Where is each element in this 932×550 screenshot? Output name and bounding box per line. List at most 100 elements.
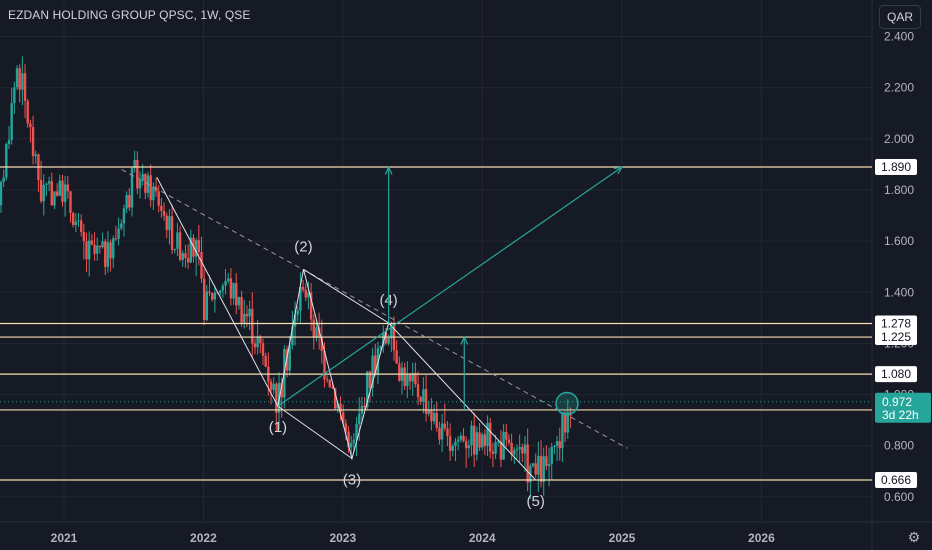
candle-body <box>323 351 326 380</box>
candle-body <box>344 423 348 432</box>
current-price-tag <box>875 392 931 423</box>
candle <box>269 378 273 405</box>
candle-body <box>483 434 487 446</box>
candle-body <box>90 240 94 245</box>
candle <box>363 397 366 410</box>
wave-label: (3) <box>343 472 361 489</box>
candle <box>526 428 529 492</box>
candle-body <box>478 432 481 448</box>
candle <box>454 437 457 462</box>
candle <box>451 443 455 457</box>
candle-body <box>547 464 551 467</box>
candle <box>194 237 198 277</box>
candle-body <box>136 159 139 189</box>
candle-body <box>497 441 500 443</box>
candle <box>419 396 422 405</box>
projection-arrow <box>277 167 622 407</box>
candle-body <box>467 445 471 449</box>
candle-body <box>224 280 227 286</box>
candle-body <box>189 237 193 263</box>
candle-body <box>371 355 374 388</box>
candle <box>37 153 40 192</box>
candle-body <box>462 435 465 442</box>
candle <box>448 423 452 461</box>
candle <box>21 56 24 106</box>
candle <box>45 182 48 196</box>
candle-body <box>430 410 433 422</box>
candle <box>232 282 235 305</box>
candle-body <box>7 140 11 145</box>
candle <box>513 447 516 465</box>
candle-body <box>213 292 217 300</box>
gear-icon[interactable]: ⚙ <box>907 529 921 545</box>
candle <box>98 245 102 254</box>
candle <box>160 198 163 218</box>
candle-body <box>10 103 13 141</box>
symbol-title: EZDAN HOLDING GROUP QPSC, 1W, QSE <box>8 8 251 22</box>
candle <box>379 345 382 352</box>
candle-body <box>122 208 126 224</box>
candle <box>114 225 118 241</box>
candle-body <box>5 144 8 178</box>
candle <box>494 434 497 460</box>
candle <box>464 436 468 468</box>
candle <box>459 432 463 443</box>
candle <box>50 172 53 206</box>
candle <box>200 236 203 283</box>
candle-body <box>248 308 251 317</box>
candle-body <box>227 278 230 281</box>
candle-body <box>534 463 537 475</box>
candle-body <box>411 372 414 382</box>
candle-body <box>320 336 324 352</box>
candle-body <box>403 367 406 387</box>
candle <box>462 428 465 443</box>
candle <box>499 429 503 468</box>
candle <box>382 325 385 353</box>
elliott-wave-path <box>156 176 537 481</box>
candle-body <box>133 159 136 169</box>
candle-body <box>219 290 222 293</box>
candle <box>307 281 310 310</box>
candle <box>416 371 420 406</box>
candle-body <box>416 384 420 398</box>
candle-body <box>341 412 345 424</box>
candle-body <box>109 242 112 259</box>
candle-body <box>553 446 556 448</box>
candle-body <box>39 179 43 202</box>
candle <box>299 272 302 325</box>
candle <box>261 338 265 365</box>
candle <box>227 273 230 284</box>
candle-body <box>178 232 182 260</box>
wave-label: (5) <box>527 493 545 510</box>
candles <box>0 56 572 499</box>
candle-body <box>259 336 262 344</box>
candle <box>205 284 209 322</box>
candle-body <box>427 410 430 414</box>
candle <box>122 204 126 237</box>
candle-body <box>531 463 535 466</box>
candle <box>518 434 521 463</box>
candle-body <box>288 345 291 371</box>
candle <box>398 356 401 382</box>
candle <box>63 176 67 217</box>
candle <box>355 417 358 457</box>
candle-body <box>331 386 334 389</box>
candle-body <box>138 180 142 189</box>
candle <box>53 191 56 210</box>
candle-body <box>160 205 163 211</box>
candle <box>304 283 307 302</box>
x-tick-label: 2026 <box>748 531 775 545</box>
candle <box>507 434 511 446</box>
candle <box>505 423 508 448</box>
candle-body <box>264 355 267 367</box>
candle <box>23 64 27 119</box>
candle-body <box>486 422 489 446</box>
candle <box>422 377 425 414</box>
wave-label: (2) <box>294 238 312 255</box>
candle <box>523 435 527 472</box>
candle-body <box>245 313 249 317</box>
currency-button[interactable]: QAR <box>879 5 921 29</box>
candle-body <box>545 456 548 467</box>
candle <box>181 250 184 267</box>
